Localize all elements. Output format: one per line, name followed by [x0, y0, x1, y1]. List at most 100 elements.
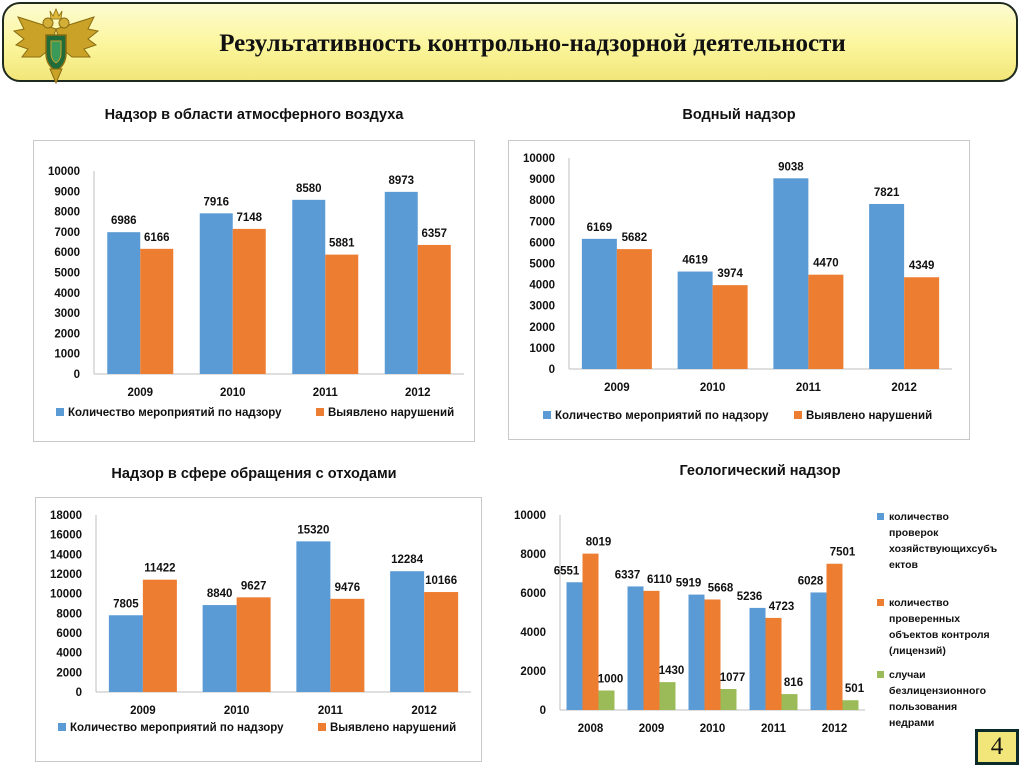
legend-swatch [877, 671, 884, 678]
bar [704, 599, 721, 710]
data-label: 12284 [391, 554, 424, 566]
bar [598, 690, 615, 710]
chart-air: 0 1000 2000 3000 4000 5000 6000 7000 8000 9000 100… [48, 166, 464, 419]
y-tick-label: 1000 [529, 343, 555, 355]
bar [424, 592, 459, 692]
bar [107, 232, 141, 374]
bar [616, 249, 652, 369]
data-label: 6986 [111, 215, 137, 227]
bar [659, 682, 676, 710]
data-label: 5682 [622, 232, 648, 244]
bar [688, 594, 705, 710]
data-label: 7821 [874, 187, 900, 199]
y-tick-label: 0 [76, 687, 82, 699]
x-tick-label: 2009 [604, 382, 630, 394]
bar [842, 700, 859, 710]
chart-title-geology: Геологический надзор [679, 463, 841, 479]
data-label: 4723 [769, 601, 795, 613]
y-tick-label: 0 [540, 705, 546, 717]
bar [808, 274, 844, 369]
legend-label: количество проверок хозяйствующихсубъ ектов [889, 511, 998, 571]
y-tick-label: 6000 [520, 588, 546, 600]
bar [869, 203, 905, 369]
bar [781, 694, 798, 710]
x-tick-label: 2010 [700, 723, 726, 735]
page-title: Результативность контрольно-надзорной де… [219, 30, 846, 57]
bar [810, 592, 827, 710]
data-label: 7916 [203, 196, 229, 208]
y-tick-label: 8000 [529, 195, 555, 207]
data-label: 6337 [615, 569, 641, 581]
legend-label: Выявлено нарушений [328, 407, 454, 419]
bar [330, 598, 365, 692]
x-tick-label: 2009 [639, 723, 665, 735]
bar [826, 563, 843, 710]
legend-swatch [877, 513, 884, 520]
data-label: 1000 [598, 674, 624, 686]
legend-label: Количество мероприятий по надзору [68, 407, 282, 419]
y-tick-label: 4000 [54, 288, 80, 300]
y-tick-label: 14000 [50, 549, 82, 561]
x-tick-label: 2012 [405, 387, 431, 399]
bar [140, 248, 174, 374]
y-tick-label: 9000 [529, 174, 555, 186]
bar [232, 228, 266, 374]
data-label: 7805 [113, 598, 139, 610]
legend-label: Выявлено нарушений [806, 410, 932, 422]
legend-swatch [58, 723, 66, 731]
bar [390, 571, 425, 692]
bar [627, 586, 644, 710]
data-label: 6169 [587, 222, 613, 234]
bar [199, 213, 233, 374]
bar [296, 541, 331, 692]
data-label: 4470 [813, 258, 839, 270]
data-label: 7148 [236, 212, 262, 224]
data-label: 3974 [717, 268, 743, 280]
y-tick-label: 10000 [523, 153, 555, 165]
y-tick-label: 6000 [56, 628, 82, 640]
bar [108, 615, 143, 692]
x-tick-label: 2011 [761, 723, 787, 735]
y-tick-label: 10000 [50, 589, 82, 601]
chart-water: 0 1000 2000 3000 4000 5000 6000 7000 8000 9000 100… [523, 153, 952, 422]
y-tick-label: 10000 [514, 510, 546, 522]
bar [643, 590, 660, 710]
data-label: 15320 [297, 524, 329, 536]
data-label: 8580 [296, 183, 322, 195]
data-label: 9627 [241, 580, 267, 592]
legend-label: случаи безлицензионного пользования недрами [889, 669, 986, 729]
bar [773, 178, 809, 369]
y-tick-label: 0 [74, 369, 80, 381]
y-tick-label: 3000 [54, 308, 80, 320]
y-tick-label: 12000 [50, 569, 82, 581]
double-headed-eagle-emblem-icon [12, 7, 100, 85]
chart-title-waste: Надзор в сфере обращения с отходами [111, 466, 397, 482]
bar [720, 688, 737, 710]
data-label: 816 [784, 677, 803, 689]
legend-swatch [56, 408, 64, 416]
data-label: 8019 [586, 537, 612, 549]
data-label: 7501 [830, 547, 856, 559]
bar [384, 191, 418, 374]
header-banner: Результативность контрольно-надзорной де… [2, 2, 1018, 85]
legend-label: Количество мероприятий по надзору [555, 410, 769, 422]
bar [712, 285, 748, 369]
x-tick-label: 2009 [127, 387, 153, 399]
data-label: 9038 [778, 161, 804, 173]
bar [417, 244, 451, 374]
bar [142, 579, 177, 692]
x-tick-label: 2011 [318, 705, 344, 717]
x-tick-label: 2009 [130, 705, 156, 717]
data-label: 4619 [682, 255, 708, 267]
chart-title-water: Водный надзор [682, 107, 796, 123]
page-number: 4 [975, 729, 1019, 765]
y-tick-label: 2000 [520, 666, 546, 678]
x-tick-label: 2012 [891, 382, 917, 394]
y-tick-label: 2000 [56, 667, 82, 679]
data-label: 1430 [659, 665, 685, 677]
bar [325, 254, 359, 374]
data-label: 6166 [144, 232, 170, 244]
y-tick-label: 16000 [50, 530, 82, 542]
y-tick-label: 1000 [54, 349, 80, 361]
x-tick-label: 2010 [700, 382, 726, 394]
